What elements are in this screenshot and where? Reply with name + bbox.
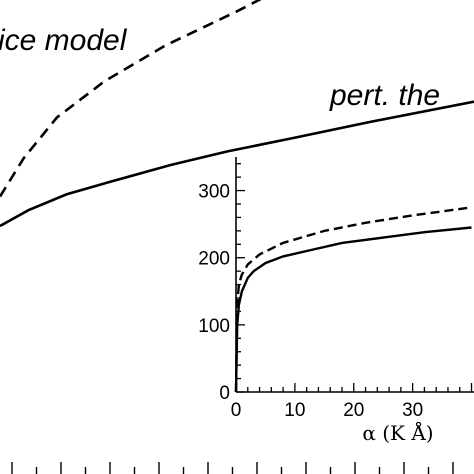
inset-y-tick-label: 0 <box>219 383 230 404</box>
main-series-dashed-line <box>0 0 262 198</box>
inset-series <box>234 206 472 393</box>
main-x-ticks <box>11 462 454 474</box>
inset-series-solid-line <box>234 226 472 393</box>
inset-series-dashed-line <box>234 206 472 393</box>
main-series-solid-line <box>0 100 474 228</box>
inset-x-tick-label: 30 <box>402 400 423 421</box>
main-annotations: ice model pert. the <box>0 24 440 112</box>
inset-y-tick-label: 100 <box>198 316 230 337</box>
inset-x-tick-label: 10 <box>284 400 305 421</box>
inset-y-tick-label: 200 <box>198 249 230 270</box>
inset-x-tick-label: 20 <box>343 400 364 421</box>
inset-background <box>234 157 474 393</box>
main-plot <box>0 0 474 228</box>
annotation-ice-model: ice model <box>0 24 128 57</box>
inset-x-axis-label: α (K Å) <box>362 420 433 445</box>
annotation-pert-theory: pert. the <box>329 79 440 112</box>
inset-y-tick-label: 300 <box>198 182 230 203</box>
inset-x-tick-label: 0 <box>231 400 242 421</box>
inset-plot: 0 100 200 300 0 10 20 30 α (K Å) <box>198 157 474 445</box>
